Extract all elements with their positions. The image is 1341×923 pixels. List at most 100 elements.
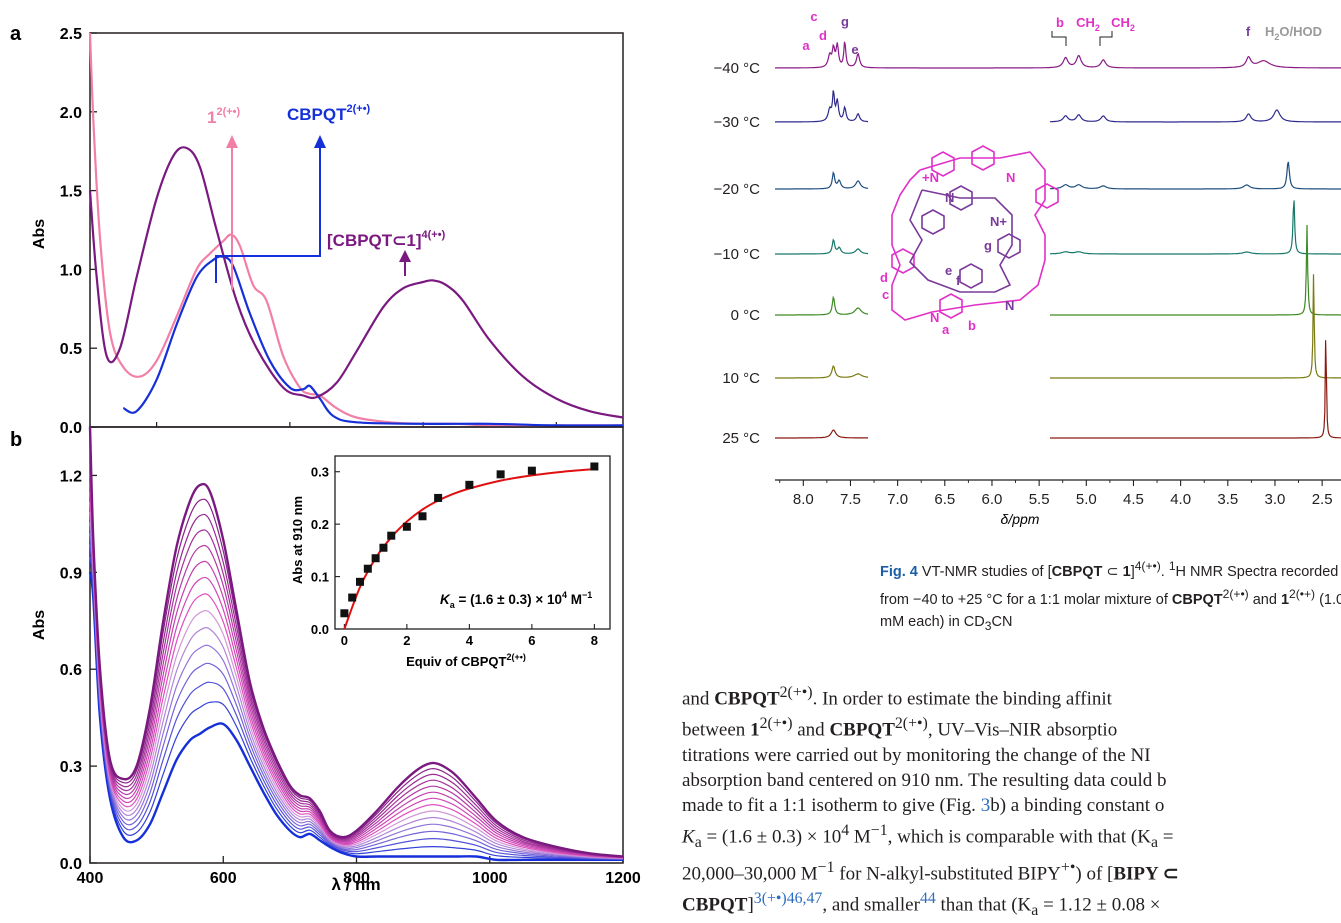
structure-ring-8 — [997, 233, 1021, 259]
caption-sup4: 2(•+) — [1289, 586, 1316, 601]
body-l8sup2[interactable]: 44 — [919, 890, 936, 908]
body-l8sub: a — [1031, 902, 1039, 920]
struct-label-n1: +N — [922, 170, 939, 185]
struct-label-n4: N — [1005, 298, 1014, 313]
caption-b3: CBPQT — [1171, 591, 1223, 608]
body-l2e: , UV–Vis–NIR absorptio — [927, 719, 1118, 741]
inset-point-10 — [465, 480, 474, 489]
caption-line3b: CN — [991, 613, 1013, 630]
body-l2a: between — [682, 719, 751, 741]
inset-ticks: 0.0 0.1 0.2 0.3 0 2 4 6 8 — [311, 465, 598, 648]
bracket-b — [1051, 31, 1067, 46]
inset-xtick-label-4: 8 — [591, 633, 598, 648]
panel-b-ytick-label-0: 0.0 — [60, 856, 82, 873]
peak-label-g: g — [841, 14, 849, 29]
svg-text:CBPQT2(+•): CBPQT2(+•) — [287, 103, 371, 124]
body-l7b: for N-alkyl-substituted BIPY — [834, 863, 1061, 885]
body-l8sup[interactable]: 3(+•)46,47 — [753, 890, 823, 908]
panel-a-y-ticks: 0.0 0.5 1.0 1.5 2.0 2.5 — [60, 26, 557, 437]
struct-label-n6: N+ — [990, 214, 1007, 229]
panel-b-curve-14 — [88, 426, 624, 858]
structure-ring-9 — [921, 209, 945, 235]
svg-text:Equiv of CBPQT2(+•): Equiv of CBPQT2(+•) — [406, 652, 526, 669]
caption-t2: ⊂ — [1102, 563, 1123, 580]
inset-plot: Abs at 910 nm Equiv of CBPQT2(+•) 0.0 0.1… — [285, 450, 615, 669]
peak-label-ch2-a-sub: 2 — [1095, 23, 1100, 33]
caption-b1: CBPQT — [1051, 563, 1103, 580]
nmr-xtick-label-2: 7.0 — [887, 491, 908, 508]
structure-ring-4 — [939, 293, 963, 319]
panel-b-curve-5 — [89, 511, 624, 859]
body-line-4: absorption band centered on 910 nm. The … — [682, 769, 1167, 791]
panel-a-ytick-label-2: 1.0 — [60, 262, 82, 279]
nmr-xtick-label-1: 7.5 — [840, 491, 861, 508]
body-l6b: = (1.6 ± 0.3) × 10 — [701, 825, 842, 847]
nmr-xtick-label-9: 3.5 — [1217, 491, 1238, 508]
panel-b-xtick-label-0: 400 — [77, 870, 104, 887]
nmr-temp-label-1: −30 °C — [714, 114, 761, 131]
panel-b-curve-6 — [89, 501, 624, 859]
panel-b-curve-9 — [89, 472, 624, 859]
inset-point-8 — [418, 512, 427, 521]
peak-label-h2o-sub: 2 — [1274, 32, 1279, 42]
panel-b-xtick-label-1: 600 — [210, 870, 237, 887]
body-l1sup: 2(+•) — [779, 684, 813, 701]
struct-label-f: f — [956, 273, 961, 288]
peak-label-h2o: H — [1265, 24, 1274, 39]
peak-label-ch2-a: CH — [1076, 15, 1095, 30]
ka-text: = (1.6 ± 0.3) × 10 — [455, 592, 562, 607]
struct-label-n5: N — [945, 190, 954, 205]
panel-b-ytick-label-4: 1.2 — [60, 468, 82, 485]
panel-b-ytick-label-2: 0.6 — [60, 662, 82, 679]
body-line-7: 20,000–30,000 M−1 for N-alkyl-substitute… — [682, 855, 1341, 886]
panel-b-curve-0 — [88, 572, 623, 862]
body-l8c: , and smaller — [822, 894, 920, 916]
panel-b-curve-11 — [89, 453, 624, 858]
arrow-cbpqt-head — [314, 135, 326, 148]
structure-ring-7 — [959, 263, 983, 289]
label-complex-text: [CBPQT⊂1] — [327, 231, 422, 250]
structure-outer-ring — [891, 151, 1046, 321]
figure-4-vt-nmr: −40 °C −30 °C −20 °C −10 °C 0 °C 10 °C 25 °C c… — [714, 9, 1341, 527]
struct-label-g: g — [984, 238, 992, 253]
panel-b-curve-3 — [89, 533, 624, 860]
panel-b-ytick-label-1: 0.3 — [60, 759, 82, 776]
nmr-temp-label-2: −20 °C — [714, 181, 761, 198]
label-complex-sup: 4(+•) — [422, 229, 446, 241]
panel-b-y-ticks: 0.0 0.3 0.6 0.9 1.2 — [60, 468, 97, 873]
nmr-peak-labels: c a d g e b CH2 CH2 f H2O/HOD — [802, 9, 1322, 57]
struct-label-a: a — [942, 322, 950, 337]
body-l2sup: 2(+•) — [759, 715, 793, 733]
catenane-structure: +N N d c a b e f g N N N N+ — [868, 111, 1059, 450]
caption-line3a: mM each) in CD — [880, 613, 985, 630]
caption-t3: ] — [1130, 563, 1135, 580]
inset-xlabel: Equiv of CBPQT — [406, 654, 506, 669]
peak-label-h2o-rest: O/HOD — [1279, 24, 1322, 39]
panel-a-ylabel: Abs — [31, 219, 48, 249]
caption-fig-number: Fig. 4 — [880, 563, 918, 580]
body-l7sup: −1 — [817, 858, 835, 876]
struct-label-e: e — [945, 263, 952, 278]
panel-a-ytick-label-5: 2.5 — [60, 26, 82, 43]
label-cbpqt-sup: 2(+•) — [347, 103, 371, 115]
nmr-spectrum-0 — [775, 41, 1341, 69]
body-l6sup2: −1 — [870, 821, 888, 839]
body-l6c: M — [849, 825, 871, 847]
caption-t4: . — [1160, 563, 1169, 580]
peak-label-ch2-b-sub: 2 — [1130, 23, 1135, 33]
label-cbpqt-text: CBPQT — [287, 105, 347, 124]
panel-b-curve-12 — [89, 444, 624, 858]
panel-a-curves — [88, 32, 624, 427]
inset-point-4 — [371, 554, 380, 563]
inset-ytick-label-0: 0.0 — [311, 622, 329, 637]
body-l6sub2: a — [1150, 833, 1158, 851]
caption-t1: VT-NMR studies of [ — [917, 563, 1052, 580]
nmr-xtick-label-7: 4.5 — [1123, 491, 1144, 508]
svg-text:H2O/HOD: H2O/HOD — [1265, 24, 1322, 42]
body-line-3: titrations were carried out by monitorin… — [682, 744, 1151, 766]
inset-point-12 — [527, 466, 536, 475]
nmr-spectrum-2 — [775, 161, 1341, 190]
body-fig-ref[interactable]: 3 — [980, 794, 991, 816]
caption-line2a: from −40 to +25 °C for a 1:1 molar mixtu… — [880, 591, 1172, 608]
label-one-text: 1 — [207, 108, 216, 127]
